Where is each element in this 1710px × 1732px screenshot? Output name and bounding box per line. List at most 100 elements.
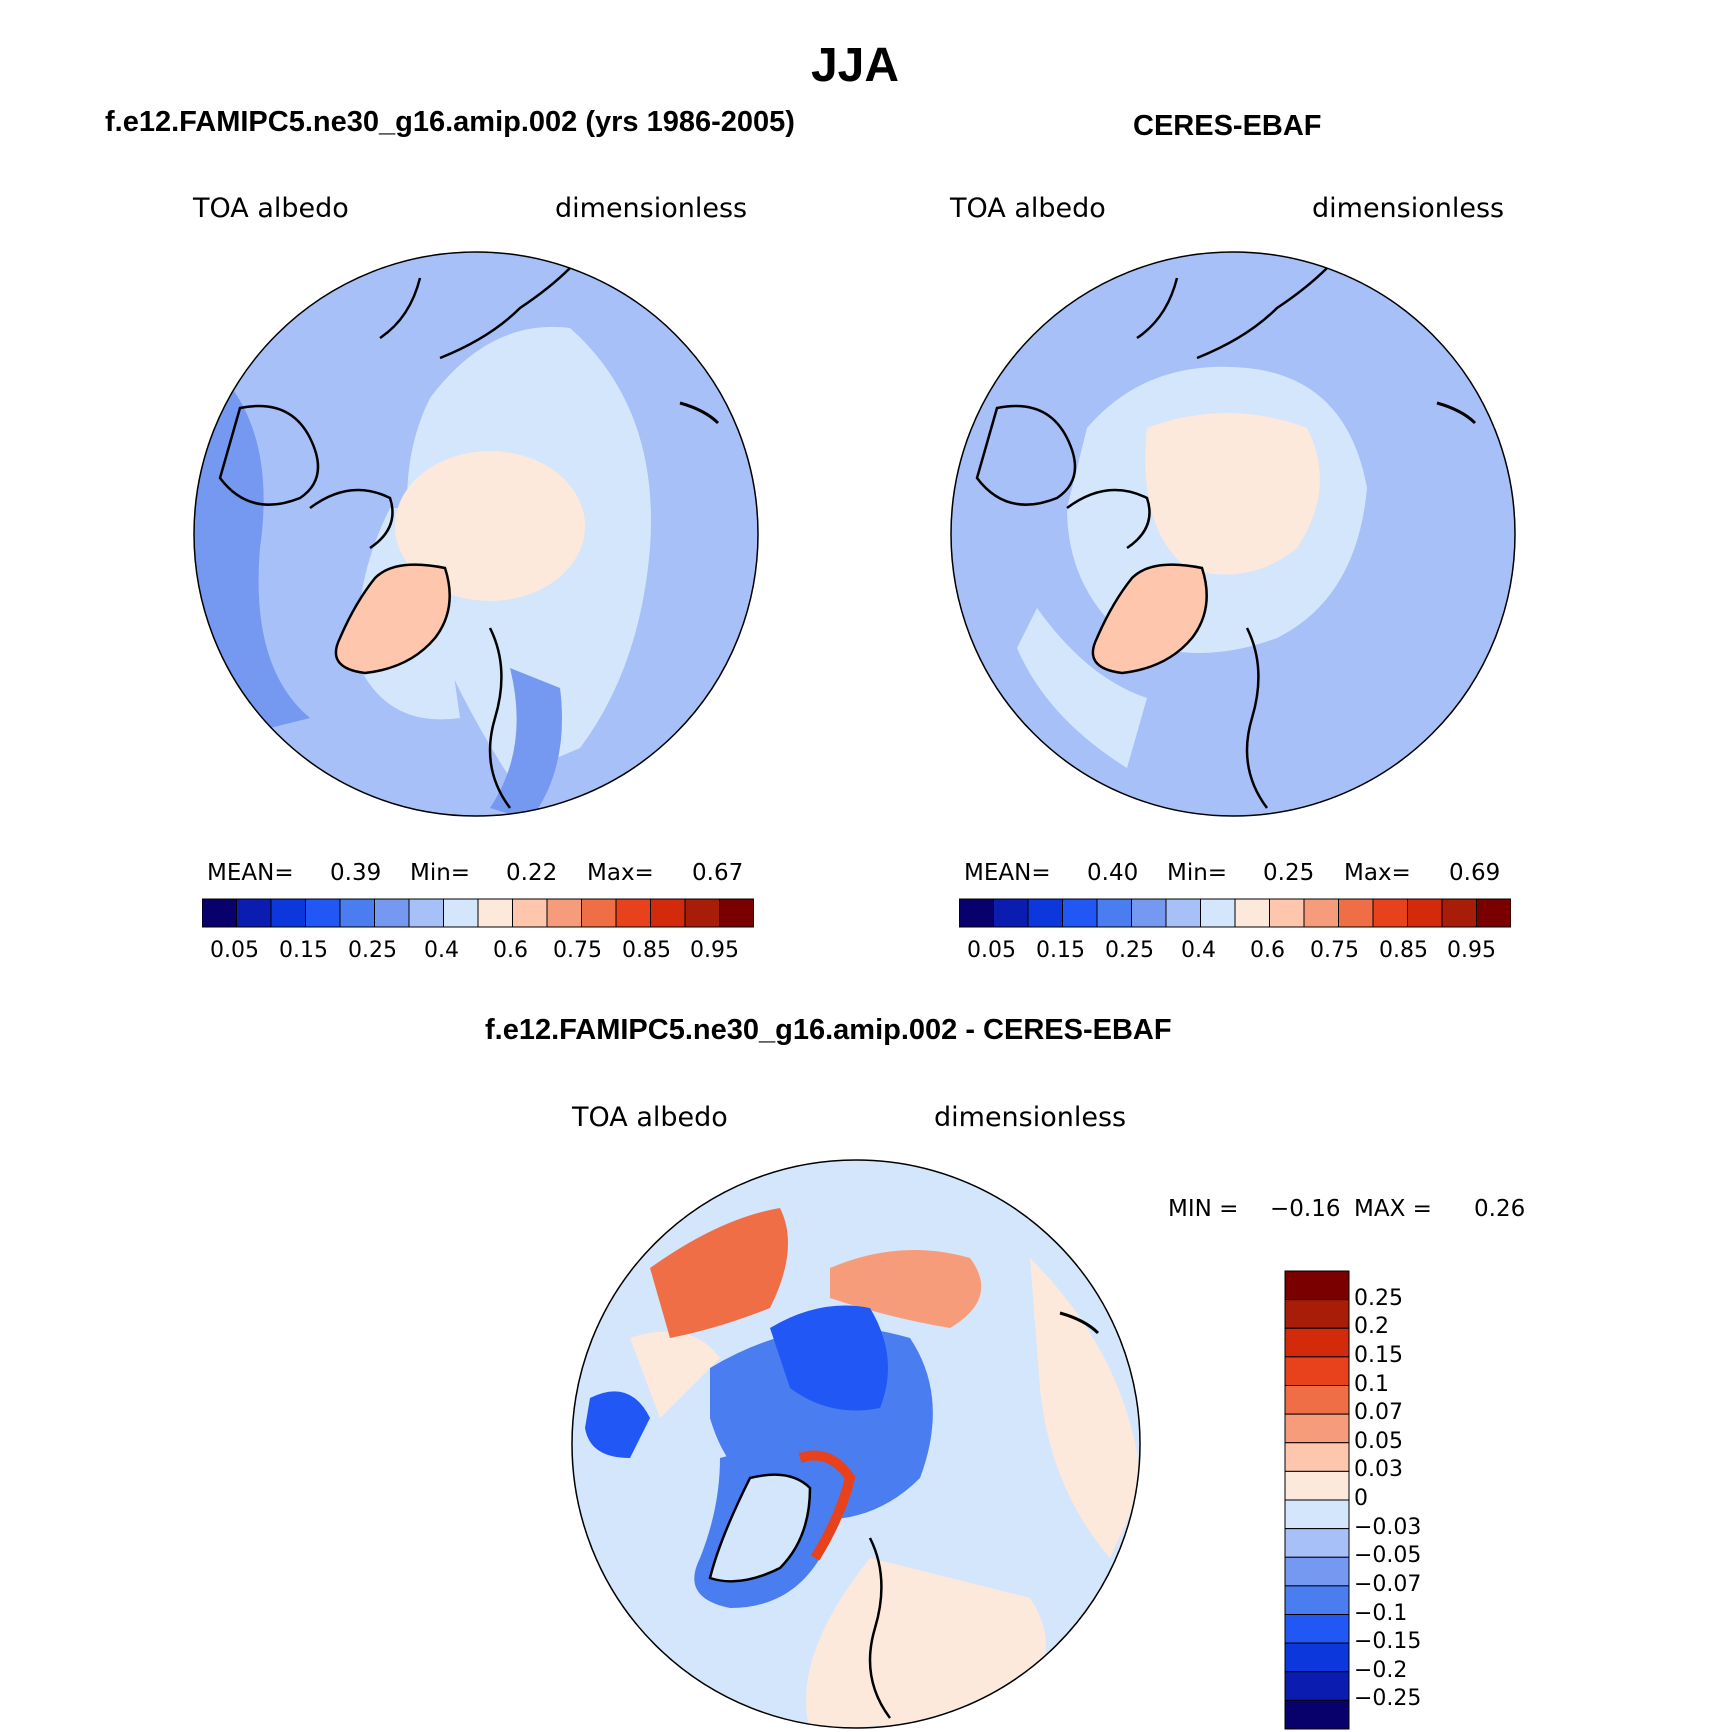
colorbar-swatch — [1269, 898, 1305, 928]
obs-colorbar-tick: 0.85 — [1379, 938, 1428, 963]
diff-colorbar-tick: 0.25 — [1354, 1285, 1403, 1311]
colorbar-swatch — [1284, 1585, 1350, 1615]
diff-max-value: 0.26 — [1474, 1196, 1526, 1222]
colorbar-swatch — [1131, 898, 1167, 928]
model-scandinavia-low — [490, 668, 562, 816]
obs-colorbar — [959, 898, 1511, 928]
model-min-value: 0.22 — [506, 860, 558, 886]
model-archipelago-coast — [309, 488, 394, 550]
model-pacific-low-albedo — [194, 348, 310, 748]
diff-colorbar-tick: −0.2 — [1354, 1657, 1408, 1683]
model-polar-map — [193, 251, 759, 817]
obs-colorbar-tick: 0.6 — [1250, 938, 1285, 963]
diff-max-label: MAX = — [1354, 1196, 1432, 1222]
obs-norway-coast — [1245, 627, 1269, 809]
obs-mean-label: MEAN= — [964, 860, 1051, 886]
model-colorbar-tick: 0.75 — [553, 938, 602, 963]
model-colorbar-tick: 0.6 — [493, 938, 528, 963]
model-panel-title: f.e12.FAMIPC5.ne30_g16.amip.002 (yrs 198… — [105, 106, 795, 138]
model-greenland — [334, 563, 451, 675]
colorbar-swatch — [1284, 1671, 1350, 1701]
model-island-coast — [679, 401, 720, 425]
colorbar-swatch — [1284, 1299, 1350, 1329]
diff-colorbar-tick: 0.07 — [1354, 1400, 1403, 1426]
obs-colorbar-tick: 0.4 — [1181, 938, 1216, 963]
obs-min-label: Min= — [1167, 860, 1228, 886]
obs-archipelago-coast — [1066, 488, 1151, 550]
colorbar-swatch — [1284, 1528, 1350, 1558]
obs-variable-label: TOA albedo — [950, 193, 1106, 224]
model-siberia-coast — [379, 267, 571, 360]
colorbar-swatch — [1284, 1499, 1350, 1530]
model-max-value: 0.67 — [692, 860, 744, 886]
colorbar-swatch — [374, 898, 410, 928]
model-colorbar — [202, 898, 754, 928]
obs-greenland — [1091, 563, 1208, 675]
colorbar-swatch — [236, 898, 272, 928]
figure-title: JJA — [810, 39, 900, 92]
obs-siberia-coast — [1136, 267, 1328, 360]
colorbar-swatch — [408, 898, 444, 928]
colorbar-swatch — [993, 898, 1029, 928]
diff-atlantic-positive — [806, 1558, 1046, 1728]
model-min-label: Min= — [410, 860, 471, 886]
obs-colorbar-tick: 0.15 — [1036, 938, 1085, 963]
obs-panel-title: CERES-EBAF — [1133, 110, 1322, 142]
colorbar-swatch — [1284, 1642, 1350, 1673]
diff-pacific-positive — [1030, 1258, 1140, 1558]
obs-max-value: 0.69 — [1449, 860, 1501, 886]
colorbar-swatch — [615, 898, 651, 928]
colorbar-swatch — [202, 898, 237, 928]
model-mean-value: 0.39 — [330, 860, 382, 886]
diff-norway-coast — [868, 1537, 892, 1719]
colorbar-swatch — [719, 898, 754, 928]
model-colorbar-tick: 0.95 — [690, 938, 739, 963]
colorbar-swatch — [1407, 898, 1443, 928]
diff-colorbar-tick: 0.2 — [1354, 1314, 1389, 1340]
obs-units-label: dimensionless — [1312, 193, 1505, 224]
diff-colorbar-tick: −0.07 — [1354, 1571, 1422, 1597]
model-colorbar-tick: 0.85 — [622, 938, 671, 963]
model-units-label: dimensionless — [555, 193, 748, 224]
colorbar-swatch — [1284, 1556, 1350, 1587]
diff-map-border — [571, 1159, 1141, 1729]
colorbar-swatch — [339, 898, 375, 928]
diff-beaufort-negative — [585, 1391, 650, 1458]
model-colorbar-tick: 0.15 — [279, 938, 328, 963]
obs-map-border — [950, 251, 1516, 817]
diff-colorbar-tick: −0.1 — [1354, 1600, 1408, 1626]
obs-polar-map — [950, 251, 1516, 817]
colorbar-swatch — [477, 898, 513, 928]
colorbar-swatch — [1441, 898, 1477, 928]
obs-sea-ice-field — [1145, 413, 1320, 575]
colorbar-swatch — [1200, 898, 1236, 928]
diff-colorbar-tick: 0 — [1354, 1486, 1368, 1511]
colorbar-swatch — [512, 898, 548, 928]
diff-colorbar — [1284, 1270, 1350, 1730]
obs-island-coast — [1436, 401, 1477, 425]
diff-colorbar-tick: −0.03 — [1354, 1514, 1422, 1540]
colorbar-swatch — [650, 898, 686, 928]
diff-colorbar-tick: 0.1 — [1354, 1371, 1389, 1397]
model-alaska-coast — [218, 404, 320, 506]
model-mean-label: MEAN= — [207, 860, 294, 886]
model-norway-coast — [488, 627, 512, 809]
diff-units-label: dimensionless — [934, 1102, 1127, 1133]
diff-colorbar-tick: 0.03 — [1354, 1457, 1403, 1483]
colorbar-swatch — [1284, 1356, 1350, 1386]
colorbar-swatch — [1338, 898, 1374, 928]
model-colorbar-tick: 0.05 — [210, 938, 259, 963]
diff-panel-title: f.e12.FAMIPC5.ne30_g16.amip.002 - CERES-… — [485, 1014, 1172, 1046]
colorbar-swatch — [1284, 1614, 1350, 1644]
diff-min-value: −0.16 — [1270, 1196, 1341, 1222]
colorbar-swatch — [1027, 898, 1063, 928]
diff-eastsiberia-positive — [650, 1208, 788, 1338]
model-colorbar-tick: 0.4 — [424, 938, 459, 963]
colorbar-swatch — [1284, 1699, 1350, 1730]
diff-colorbar-tick: 0.15 — [1354, 1342, 1403, 1368]
colorbar-swatch — [959, 898, 994, 928]
obs-mean-value: 0.40 — [1087, 860, 1139, 886]
obs-atlantic-cloud-field — [1017, 608, 1147, 768]
model-sea-ice-field — [395, 451, 585, 601]
model-variable-label: TOA albedo — [193, 193, 349, 224]
